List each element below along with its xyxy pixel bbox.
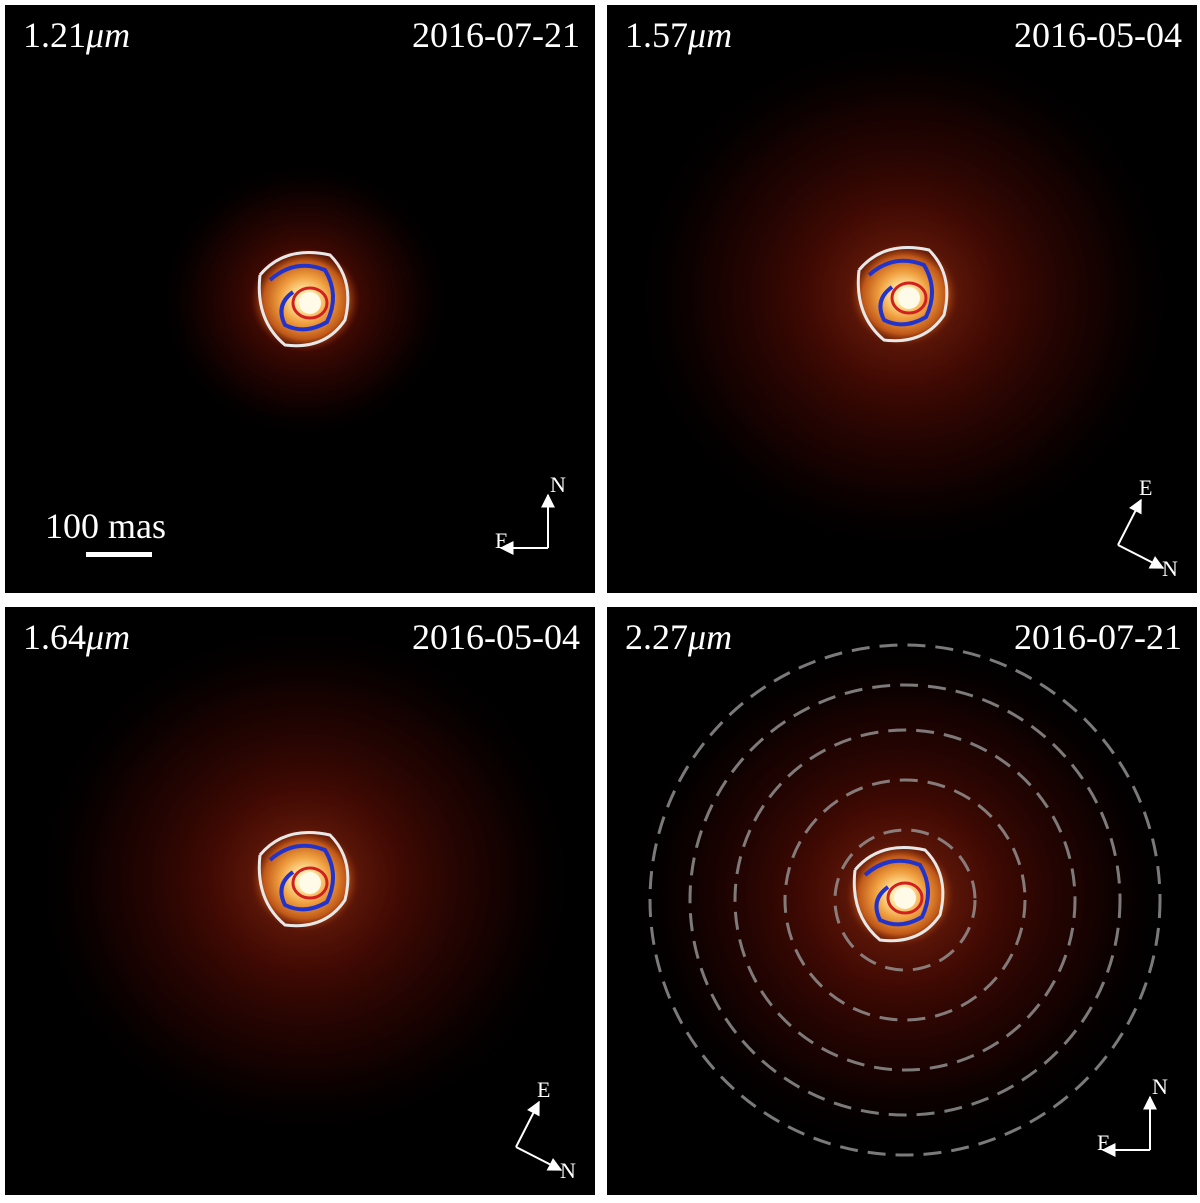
wavelength-unit: μm — [687, 15, 732, 55]
observation-date: 2016-05-04 — [412, 617, 580, 657]
peak — [299, 872, 321, 894]
wavelength-label: 1.21μm — [23, 15, 130, 55]
compass-east: E — [495, 528, 508, 553]
compass-arrow — [1117, 498, 1142, 546]
compass-north: N — [1152, 1074, 1168, 1099]
dashed-ring — [733, 728, 1077, 1072]
contour-red — [291, 866, 329, 900]
scale-bar — [86, 552, 152, 557]
contour-white — [257, 251, 350, 348]
compass-east: E — [537, 1077, 550, 1102]
wavelength-label: 2.27μm — [625, 617, 732, 657]
wavelength-unit: μm — [687, 617, 732, 657]
contour-white — [257, 831, 350, 928]
wavelength-value: 1.57 — [625, 15, 688, 55]
compass-arrow — [515, 1146, 563, 1171]
wavelength-value: 1.64 — [23, 617, 86, 657]
contour-white — [852, 846, 945, 943]
peak — [299, 292, 321, 314]
wavelength-unit: μm — [85, 15, 130, 55]
dashed-ring — [648, 643, 1162, 1157]
image-panel: 1.21μm 2016-07-21 N E 100 mas — [5, 5, 595, 593]
contour-blue — [268, 843, 335, 912]
image-panel: 2.27μm 2016-07-21 N E — [607, 607, 1197, 1195]
wavelength-label: 1.64μm — [23, 617, 130, 657]
contour-blue — [268, 263, 335, 332]
contour-red — [890, 281, 928, 315]
contour-blue — [863, 858, 930, 927]
peak — [894, 887, 916, 909]
image-panel: 1.57μm 2016-05-04 E N — [607, 5, 1197, 593]
compass-east: E — [1139, 475, 1152, 500]
image-panel: 1.64μm 2016-05-04 E N — [5, 607, 595, 1195]
dashed-ring — [833, 828, 977, 972]
compass-north: N — [550, 472, 566, 497]
contour-blue — [867, 258, 934, 327]
wavelength-label: 1.57μm — [625, 15, 732, 55]
compass-north: N — [560, 1158, 576, 1183]
contour-red — [291, 286, 329, 320]
wavelength-value: 1.21 — [23, 15, 86, 55]
scale-bar-label: 100 mas — [45, 506, 166, 546]
wavelength-value: 2.27 — [625, 617, 688, 657]
compass-arrow — [1117, 544, 1165, 569]
contour-white — [856, 246, 949, 343]
dashed-ring — [688, 683, 1122, 1117]
compass-arrow — [515, 1100, 540, 1148]
compass-north: N — [1162, 556, 1178, 581]
contour-red — [886, 881, 924, 915]
wavelength-unit: μm — [85, 617, 130, 657]
observation-date: 2016-07-21 — [412, 15, 580, 55]
dashed-ring — [783, 778, 1027, 1022]
observation-date: 2016-07-21 — [1014, 617, 1182, 657]
compass-east: E — [1097, 1130, 1110, 1155]
observation-date: 2016-05-04 — [1014, 15, 1182, 55]
peak — [898, 287, 920, 309]
